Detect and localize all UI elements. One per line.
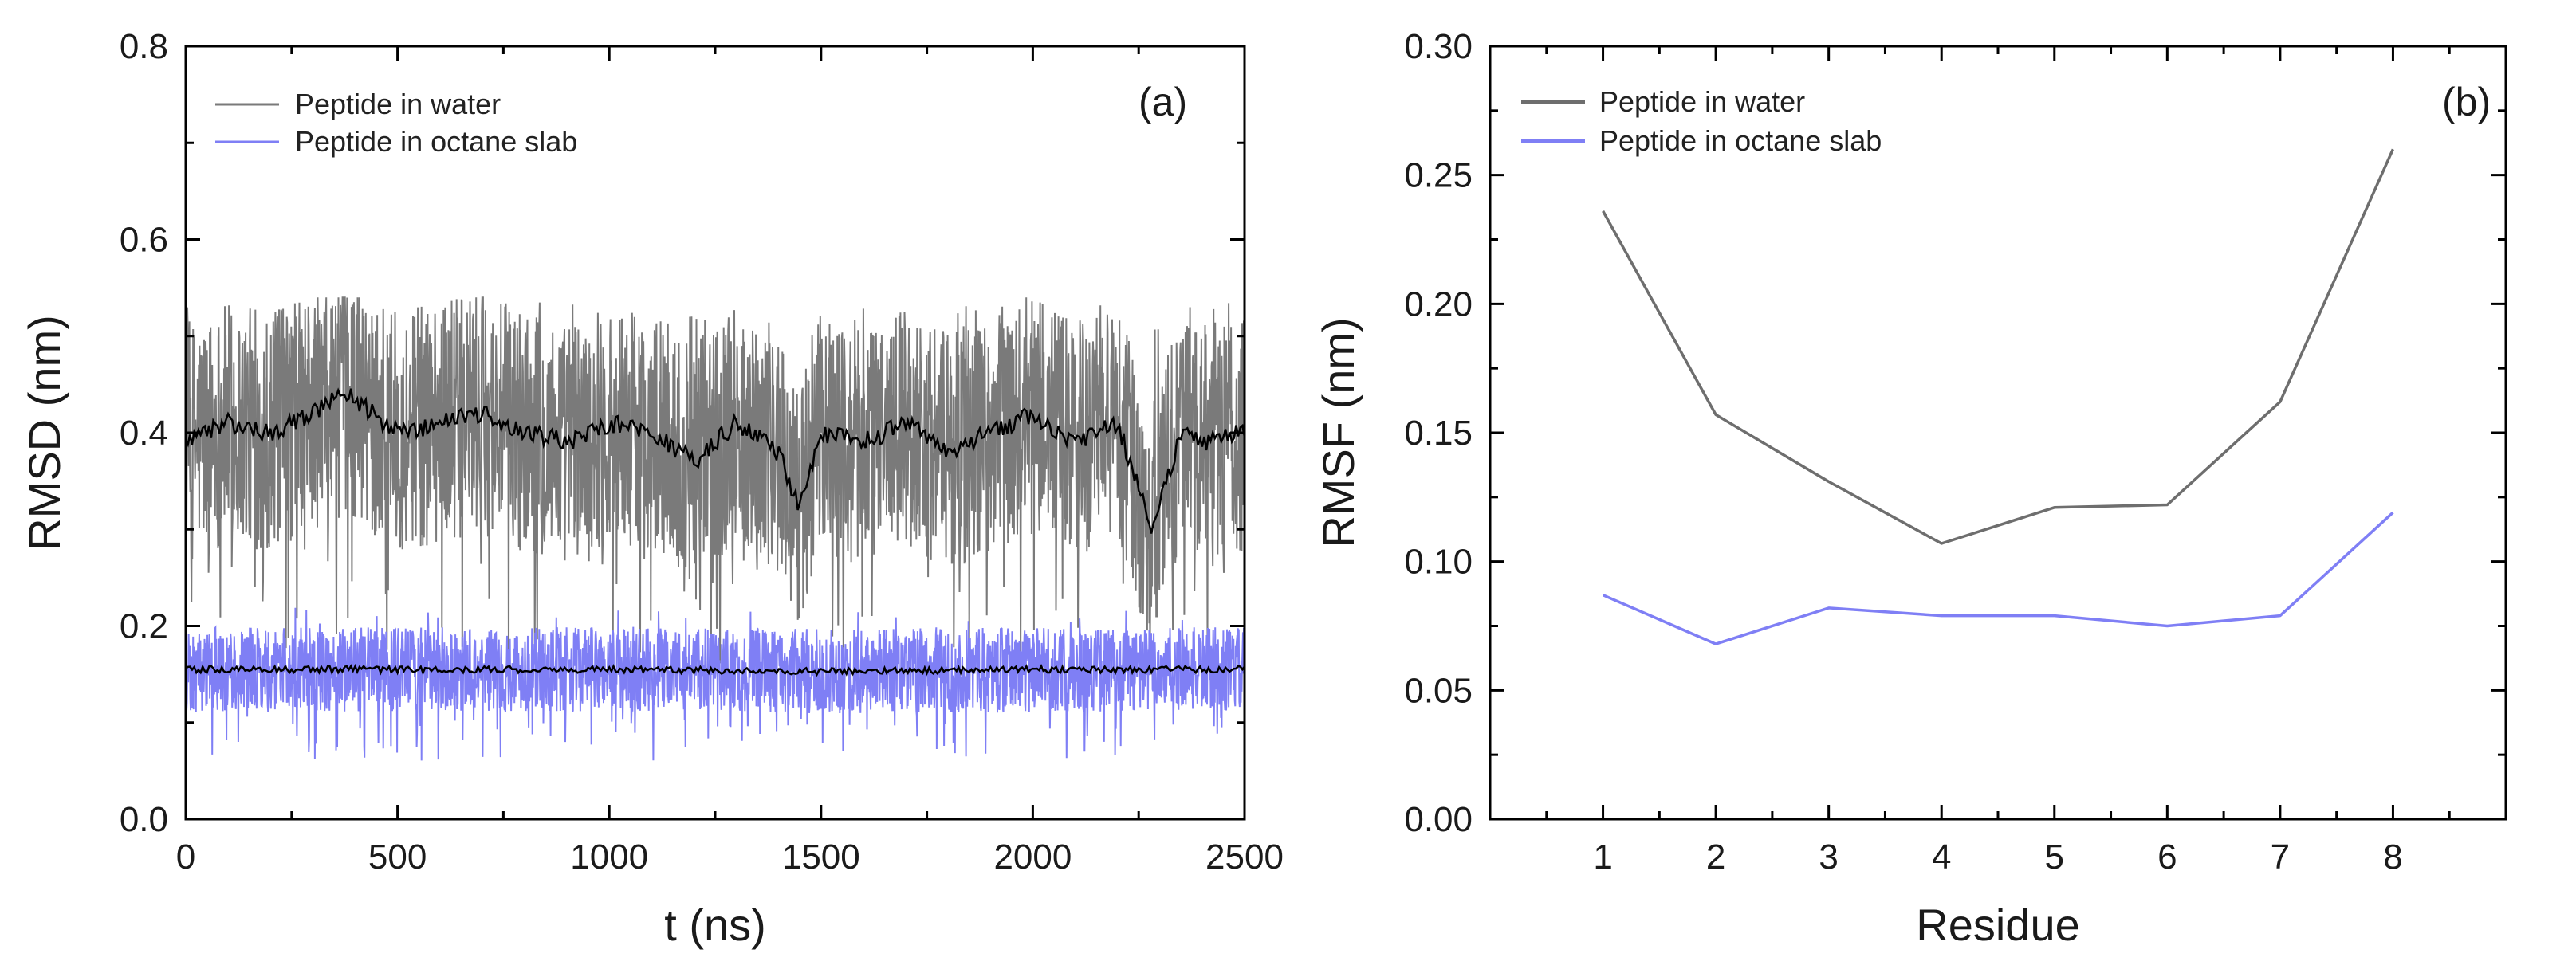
- rmsf-x-tick-label: 3: [1819, 838, 1838, 877]
- rmsd-y-tick-label: 0.0: [120, 800, 168, 839]
- legend-label-octane: Peptide in octane slab: [295, 125, 577, 158]
- panel-label-b: (b): [2442, 80, 2491, 124]
- series-line-peptide-in-octane-raw: [185, 607, 1245, 761]
- rmsf-x-tick-label: 6: [2157, 838, 2177, 877]
- rmsd-axes: 0 500 1000 1500 2000 2500 0.0 0.2 0.4 0.6 0.8: [120, 27, 1284, 877]
- series-line-peptide-in-octane-average: [185, 663, 1246, 677]
- rmsf-x-axis-label: Residue: [1916, 900, 2079, 950]
- rmsd-legend: Peptide in water Peptide in octane slab: [215, 88, 577, 158]
- rmsf-x-tick-label: 4: [1932, 838, 1951, 877]
- rmsf-y-tick-label: 0.30: [1404, 27, 1473, 66]
- series-line-peptide-in-water-average: [184, 387, 1246, 534]
- rmsf-x-tick-label: 8: [2383, 838, 2402, 877]
- rmsd-y-tick-label: 0.8: [120, 27, 168, 66]
- series-line-peptide-in-water: [1602, 148, 2394, 545]
- rmsf-plot-frame: [1489, 45, 2507, 821]
- rmsd-y-tick-label: 0.4: [120, 414, 168, 453]
- rmsd-x-tick-label: 1000: [570, 838, 648, 877]
- rmsf-x-tick-label: 7: [2271, 838, 2290, 877]
- series-line-peptide-in-octane: [1602, 511, 2394, 645]
- rmsd-x-tick-label: 0: [176, 838, 195, 877]
- rmsf-x-tick-label: 2: [1706, 838, 1725, 877]
- legend-label-octane: Peptide in octane slab: [1599, 124, 1882, 157]
- rmsd-x-tick-label: 500: [368, 838, 427, 877]
- rmsf-y-tick-label: 0.25: [1404, 156, 1473, 195]
- chart-panel-a: 0 500 1000 1500 2000 2500 0.0 0.2 0.4 0.6 0.8 Pept…: [19, 27, 1284, 950]
- rmsf-y-tick-label: 0.15: [1404, 414, 1473, 453]
- rmsf-axes: 1 2 3 4 5 6 7 8 0.00 0.05 0.10 0.15 0.20 0.25 0.30: [1404, 27, 2506, 877]
- rmsd-x-tick-label: 2500: [1205, 838, 1284, 877]
- rmsf-x-tick-label: 1: [1593, 838, 1612, 877]
- rmsf-y-axis-label: RMSF (nm): [1313, 317, 1363, 547]
- rmsf-y-tick-label: 0.20: [1404, 284, 1473, 324]
- rmsd-x-tick-label: 2000: [993, 838, 1072, 877]
- chart-panel-b: 1 2 3 4 5 6 7 8 0.00 0.05 0.10 0.15 0.20 0.25 0.30 Pep…: [1313, 27, 2507, 950]
- rmsf-plot-area: [1602, 148, 2394, 645]
- series-line-peptide-in-water-raw: [185, 296, 1245, 664]
- rmsf-y-tick-label: 0.05: [1404, 671, 1473, 710]
- rmsd-y-tick-label: 0.2: [120, 607, 168, 646]
- rmsf-x-tick-label: 5: [2045, 838, 2064, 877]
- rmsf-y-tick-label: 0.10: [1404, 543, 1473, 582]
- panel-label-a: (a): [1139, 80, 1187, 124]
- rmsd-x-tick-label: 1500: [782, 838, 860, 877]
- rmsd-plot-area: [184, 296, 1246, 761]
- rmsf-y-tick-label: 0.00: [1404, 800, 1473, 839]
- rmsd-y-tick-label: 0.6: [120, 221, 168, 260]
- legend-label-water: Peptide in water: [1599, 85, 1805, 118]
- legend-label-water: Peptide in water: [295, 88, 501, 120]
- rmsf-legend: Peptide in water Peptide in octane slab: [1521, 85, 1882, 157]
- rmsd-y-axis-label: RMSD (nm): [19, 315, 69, 551]
- rmsd-x-axis-label: t (ns): [664, 900, 766, 950]
